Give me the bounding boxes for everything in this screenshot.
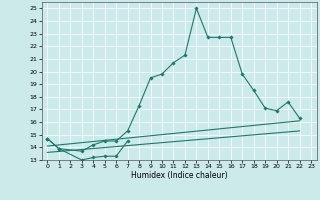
X-axis label: Humidex (Indice chaleur): Humidex (Indice chaleur) — [131, 171, 228, 180]
